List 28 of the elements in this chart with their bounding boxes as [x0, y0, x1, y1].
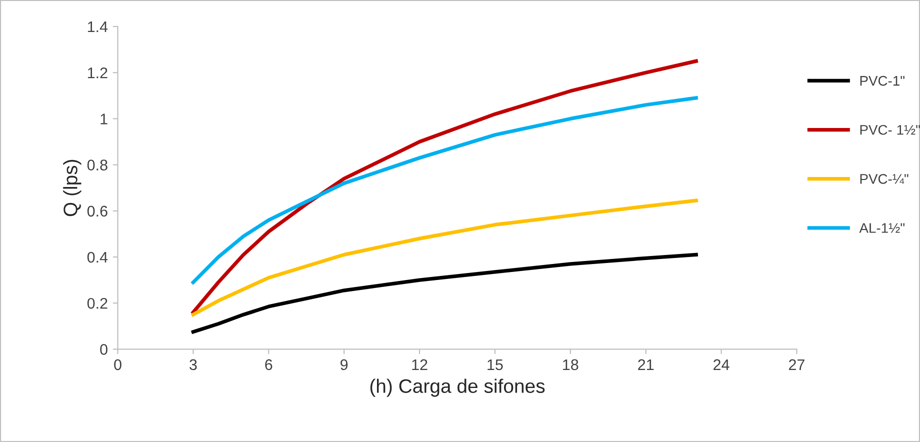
x-axis-title: (h) Carga de sifones — [370, 378, 545, 397]
y-tick-label: 1.2 — [88, 67, 108, 78]
legend-label: PVC- 1½" — [860, 124, 920, 135]
x-tick-label: 18 — [563, 359, 578, 370]
x-tick-label: 3 — [190, 359, 197, 370]
y-axis-title: Q (lps) — [63, 160, 82, 216]
line-series — [191, 198, 698, 316]
x-tick-label: 0 — [114, 359, 122, 370]
line-series — [191, 96, 698, 284]
x-tick-label: 12 — [412, 359, 428, 370]
y-tick-label: 1 — [100, 114, 108, 124]
legend-label: PVC-¼" — [860, 174, 908, 184]
y-tick-label: 0.8 — [87, 160, 108, 170]
x-tick-label: 27 — [788, 359, 804, 370]
y-tick-label: 1.4 — [88, 22, 108, 32]
y-tick-label: 0.4 — [87, 252, 108, 263]
y-tick-label: 0.6 — [87, 206, 108, 217]
x-tick-label: 21 — [638, 359, 654, 370]
legend-label: AL-1½" — [859, 223, 904, 233]
legend-label: PVC-1" — [860, 76, 904, 86]
x-tick-label: 6 — [265, 359, 272, 370]
x-tick-label: 15 — [488, 359, 503, 370]
line-series — [191, 59, 698, 314]
line-series — [191, 252, 698, 334]
x-tick-label: 9 — [340, 359, 348, 370]
x-tick-label: 24 — [714, 359, 730, 370]
y-tick-label: 0 — [100, 344, 108, 355]
y-tick-label: 0.2 — [87, 298, 108, 309]
